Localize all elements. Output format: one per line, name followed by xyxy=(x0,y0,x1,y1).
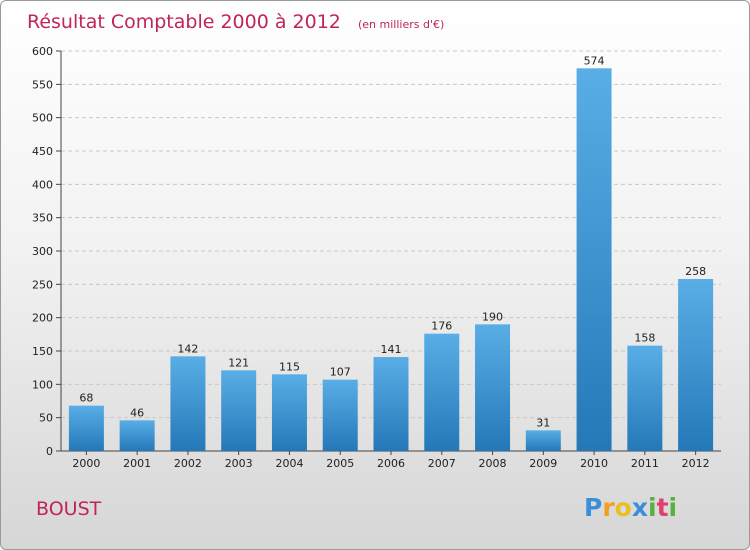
value-label-2002: 142 xyxy=(177,342,198,355)
value-label-2003: 121 xyxy=(228,356,249,369)
chart-title: Résultat Comptable 2000 à 2012 (en milli… xyxy=(27,11,444,33)
value-label-2005: 107 xyxy=(330,366,351,379)
y-tick-label: 250 xyxy=(32,278,53,291)
logo-letter: x xyxy=(632,493,648,522)
x-tick-label-2012: 2012 xyxy=(682,457,710,470)
y-tick-label: 200 xyxy=(32,312,53,325)
y-tick-label: 0 xyxy=(46,445,53,458)
x-tick-label-2006: 2006 xyxy=(377,457,405,470)
y-tick-label: 100 xyxy=(32,378,53,391)
x-tick-label-2000: 2000 xyxy=(72,457,100,470)
x-tick-label-2005: 2005 xyxy=(326,457,354,470)
y-tick-label: 50 xyxy=(39,412,53,425)
chart-title-main: Résultat Comptable 2000 à 2012 xyxy=(27,11,341,33)
logo-letter: t xyxy=(657,493,669,522)
bar-2008 xyxy=(475,324,511,451)
y-tick-label: 150 xyxy=(32,345,53,358)
x-tick-label-2003: 2003 xyxy=(225,457,253,470)
value-label-2010: 574 xyxy=(584,54,605,67)
bar-2007 xyxy=(424,333,460,451)
bar-2012 xyxy=(678,279,714,451)
x-tick-label-2001: 2001 xyxy=(123,457,151,470)
value-label-2001: 46 xyxy=(130,406,144,419)
bar-2003 xyxy=(221,370,257,451)
value-label-2009: 31 xyxy=(536,416,550,429)
x-tick-label-2007: 2007 xyxy=(428,457,456,470)
value-label-2012: 258 xyxy=(685,265,706,278)
y-tick-label: 400 xyxy=(32,178,53,191)
place-name: BOUST xyxy=(36,498,102,520)
proxiti-logo: Proxiti xyxy=(584,493,677,522)
labels: 0 50 100 150 200 250 300 350 400 450 500 550 600 68 20… xyxy=(32,45,710,470)
bar-2001 xyxy=(119,420,155,451)
bar-2010 xyxy=(576,68,612,451)
x-tick-label-2011: 2011 xyxy=(631,457,659,470)
logo-letter: i xyxy=(669,493,678,522)
y-tick-label: 350 xyxy=(32,212,53,225)
x-tick-label-2008: 2008 xyxy=(479,457,507,470)
logo-letter: o xyxy=(615,493,632,522)
bar-2006 xyxy=(373,357,409,451)
value-label-2006: 141 xyxy=(381,343,402,356)
y-tick-label: 550 xyxy=(32,78,53,91)
value-label-2004: 115 xyxy=(279,360,300,373)
y-tick-label: 500 xyxy=(32,112,53,125)
value-label-2000: 68 xyxy=(79,392,93,405)
x-tick-label-2010: 2010 xyxy=(580,457,608,470)
bar-2002 xyxy=(170,356,206,451)
bar-2005 xyxy=(322,379,358,451)
logo-letter: i xyxy=(648,493,657,522)
y-tick-label: 450 xyxy=(32,145,53,158)
x-tick-label-2002: 2002 xyxy=(174,457,202,470)
bar-2004 xyxy=(271,374,307,451)
bar-2011 xyxy=(627,345,663,451)
y-tick-label: 600 xyxy=(32,45,53,58)
y-tick-label: 300 xyxy=(32,245,53,258)
logo-letter: r xyxy=(602,493,615,522)
logo-letter: P xyxy=(584,493,602,522)
value-label-2008: 190 xyxy=(482,310,503,323)
x-tick-label-2004: 2004 xyxy=(275,457,303,470)
chart-title-unit: (en milliers d'€) xyxy=(358,18,444,31)
bar-2009 xyxy=(525,430,561,451)
value-label-2011: 158 xyxy=(634,332,655,345)
x-tick-label-2009: 2009 xyxy=(529,457,557,470)
value-label-2007: 176 xyxy=(431,320,452,333)
bar-2000 xyxy=(68,405,104,451)
bars xyxy=(68,68,714,451)
